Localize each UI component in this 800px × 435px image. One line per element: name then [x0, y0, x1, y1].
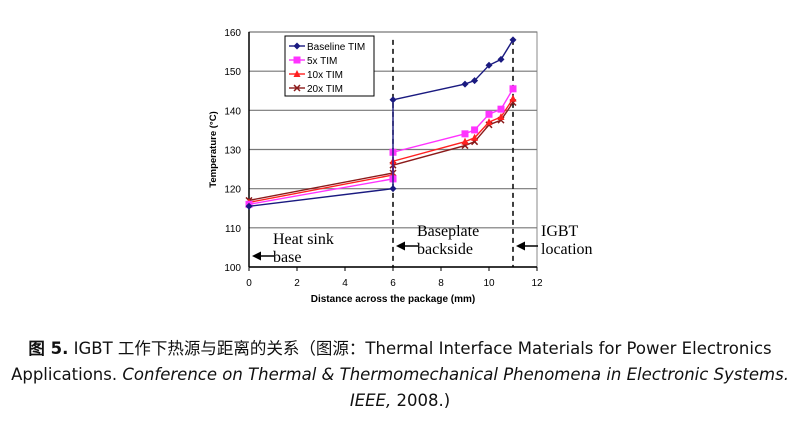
data-point — [471, 133, 479, 141]
annotation-text: base — [273, 249, 301, 266]
data-point — [245, 202, 253, 210]
data-point — [485, 61, 493, 69]
legend-marker — [293, 56, 301, 64]
data-point — [471, 126, 479, 134]
y-tick-label: 130 — [224, 146, 241, 157]
y-tick-label: 120 — [224, 185, 241, 196]
y-tick-label: 160 — [224, 28, 241, 39]
figure-caption: 图 5. IGBT 工作下热源与距离的关系（图源：Thermal Interfa… — [0, 336, 800, 414]
data-point — [509, 85, 517, 93]
x-tick-label: 0 — [246, 278, 252, 289]
y-tick-label: 100 — [224, 263, 241, 274]
data-point — [471, 77, 479, 85]
data-point — [497, 112, 505, 120]
annotation-text: backside — [417, 241, 473, 258]
data-point — [461, 130, 469, 138]
annotation-text: IGBT — [541, 223, 579, 240]
data-point — [497, 105, 505, 113]
x-tick-label: 10 — [483, 278, 495, 289]
data-point — [461, 80, 469, 88]
x-tick-label: 2 — [294, 278, 300, 289]
data-point — [509, 94, 517, 102]
legend-label: Baseline TIM — [307, 42, 365, 53]
x-tick-label: 12 — [531, 278, 543, 289]
annotation-text: Heat sink — [273, 231, 334, 248]
caption-source: Conference on Thermal & Thermomechanical… — [122, 365, 789, 410]
data-point — [497, 55, 505, 63]
data-point — [389, 185, 397, 193]
legend-label: 5x TIM — [307, 56, 337, 67]
legend-marker — [293, 70, 301, 77]
y-tick-label: 150 — [224, 67, 241, 78]
x-axis-label: Distance across the package (mm) — [311, 294, 476, 305]
data-point — [509, 36, 517, 44]
annotation-arrowhead — [252, 251, 261, 261]
legend-label: 10x TIM — [307, 70, 343, 81]
data-point — [485, 110, 493, 118]
data-point — [485, 118, 493, 126]
x-tick-label: 4 — [342, 278, 348, 289]
annotation-arrowhead — [396, 241, 405, 251]
caption-year: 2008.) — [391, 391, 451, 410]
y-tick-label: 140 — [224, 106, 241, 117]
legend-label: 20x TIM — [307, 84, 343, 95]
data-point — [461, 137, 469, 145]
legend-marker — [293, 84, 301, 92]
annotation-text: Baseplate — [417, 223, 479, 240]
x-tick-label: 6 — [390, 278, 396, 289]
temperature-chart: 100 110 120 130 140 150 160 0 2 4 6 8 10 12 Distance a… — [208, 28, 593, 305]
legend-marker — [293, 42, 301, 50]
annotation-text: location — [541, 241, 593, 258]
y-axis-label: Temperature (°C) — [208, 111, 219, 187]
caption-text: IGBT 工作下热源与距离的关系（图源：Thermal Interface Ma… — [11, 339, 772, 384]
data-point — [389, 96, 397, 104]
x-tick-label: 8 — [438, 278, 444, 289]
caption-label: 图 5. — [28, 339, 69, 358]
annotation-arrowhead — [516, 241, 525, 251]
y-tick-label: 110 — [225, 224, 241, 235]
